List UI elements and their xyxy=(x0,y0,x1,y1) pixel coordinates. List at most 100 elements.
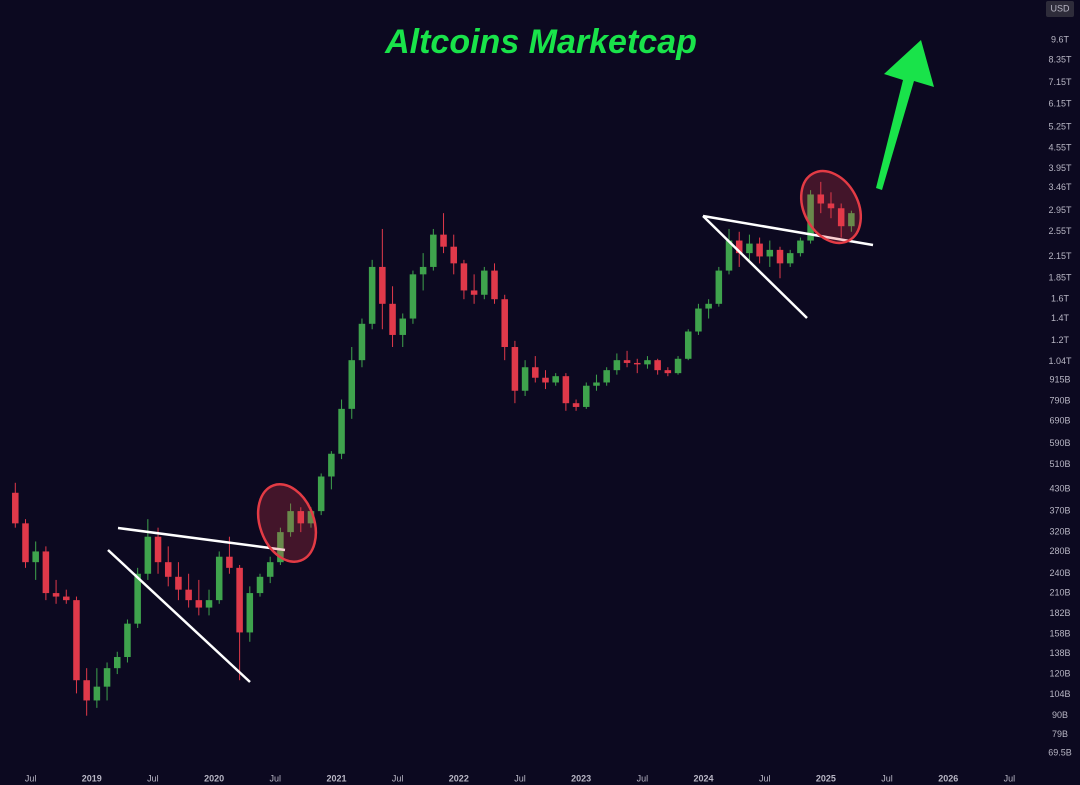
y-tick-label: 1.4T xyxy=(1051,313,1070,323)
y-tick-label: 4.55T xyxy=(1048,142,1072,152)
candle-body xyxy=(817,194,825,204)
candle-body xyxy=(215,556,223,601)
y-tick-label: 5.25T xyxy=(1048,122,1072,132)
candle-body xyxy=(623,360,631,363)
x-tick-label: 2025 xyxy=(816,773,836,783)
x-tick-label: Jul xyxy=(25,773,37,783)
candle-body xyxy=(521,367,529,391)
x-tick-label: Jul xyxy=(147,773,159,783)
x-tick-label: 2019 xyxy=(82,773,102,783)
candle-body xyxy=(583,385,590,407)
candle-body xyxy=(766,249,774,257)
candle-body xyxy=(317,476,325,512)
y-tick-label: 3.46T xyxy=(1048,182,1072,192)
y-tick-label: 120B xyxy=(1049,668,1070,678)
candle-body xyxy=(786,253,794,264)
candle-body xyxy=(695,308,702,332)
candle-body xyxy=(837,208,845,227)
y-tick-label: 510B xyxy=(1049,459,1070,469)
candle-body xyxy=(12,492,19,524)
y-tick-label: 210B xyxy=(1049,587,1070,597)
candle-body xyxy=(807,194,814,241)
candle-body xyxy=(644,360,651,365)
candle-body xyxy=(379,266,386,304)
candle-body xyxy=(511,347,519,391)
candle-body xyxy=(236,567,243,633)
trend-line xyxy=(702,214,874,247)
up-arrow xyxy=(876,40,934,190)
candle-body xyxy=(164,562,172,577)
y-tick-label: 3.95T xyxy=(1048,163,1072,173)
candle-body xyxy=(175,576,182,590)
candle-body xyxy=(246,593,254,633)
candle-body xyxy=(664,370,672,374)
y-tick-label: 138B xyxy=(1049,648,1070,658)
candle-body xyxy=(552,376,559,383)
y-tick-label: 2.95T xyxy=(1048,205,1072,215)
y-tick-label: 69.5B xyxy=(1048,747,1072,757)
candle-body xyxy=(399,318,407,335)
y-tick-label: 104B xyxy=(1049,689,1070,699)
x-tick-label: 2023 xyxy=(571,773,591,783)
candle-body xyxy=(124,623,131,658)
candle-body xyxy=(144,536,152,574)
candle-body xyxy=(470,290,478,295)
y-tick-label: 182B xyxy=(1049,608,1070,618)
candle-body xyxy=(797,240,804,254)
chart-title: Altcoins Marketcap xyxy=(384,23,697,61)
candle-body xyxy=(83,680,90,701)
candle-body xyxy=(266,562,274,577)
trend-line xyxy=(117,526,286,552)
candle-body xyxy=(205,600,213,608)
candle-body xyxy=(735,240,743,254)
candle-body xyxy=(277,532,284,563)
y-tick-label: 590B xyxy=(1049,438,1070,448)
y-tick-label: 9.6T xyxy=(1051,34,1070,44)
candle-body xyxy=(63,596,70,601)
candle-body xyxy=(256,576,264,594)
candle-body xyxy=(358,323,366,361)
candle-body xyxy=(73,600,80,681)
y-tick-label: 320B xyxy=(1049,526,1070,536)
x-tick-label: Jul xyxy=(637,773,649,783)
candle-body xyxy=(409,274,417,319)
candle-body xyxy=(32,551,39,563)
highlight-ellipse xyxy=(799,169,863,245)
candle-body xyxy=(103,668,111,687)
candle-body xyxy=(113,657,121,669)
y-tick-label: 1.6T xyxy=(1051,294,1070,304)
candle-body xyxy=(440,234,447,247)
candle-body xyxy=(654,360,661,371)
x-tick-label: Jul xyxy=(514,773,526,783)
y-tick-label: 1.04T xyxy=(1048,356,1072,366)
candle-body xyxy=(562,376,570,404)
candle-body xyxy=(460,263,468,291)
x-tick-label: Jul xyxy=(1004,773,1016,783)
candle-body xyxy=(613,360,621,371)
y-tick-label: 2.15T xyxy=(1048,251,1072,261)
candle-body xyxy=(185,589,192,601)
candle-body xyxy=(226,556,233,568)
candle-body xyxy=(705,303,712,309)
candle-body xyxy=(348,360,356,409)
candle-body xyxy=(532,367,539,378)
candle-body xyxy=(593,382,600,386)
y-tick-label: 1.85T xyxy=(1048,273,1072,283)
candle-body xyxy=(756,243,763,257)
x-tick-label: Jul xyxy=(392,773,404,783)
y-tick-label: 158B xyxy=(1049,629,1070,639)
candle-body xyxy=(491,270,498,300)
candle-body xyxy=(134,573,141,624)
x-tick-label: Jul xyxy=(759,773,771,783)
x-tick-label: 2026 xyxy=(938,773,958,783)
currency-label: USD xyxy=(1050,3,1070,13)
candle-body xyxy=(430,234,437,267)
candle-body xyxy=(154,536,162,563)
highlight-ellipse xyxy=(256,483,318,563)
x-tick-label: 2024 xyxy=(694,773,714,783)
y-tick-label: 90B xyxy=(1052,710,1068,720)
candle-body xyxy=(338,408,345,454)
